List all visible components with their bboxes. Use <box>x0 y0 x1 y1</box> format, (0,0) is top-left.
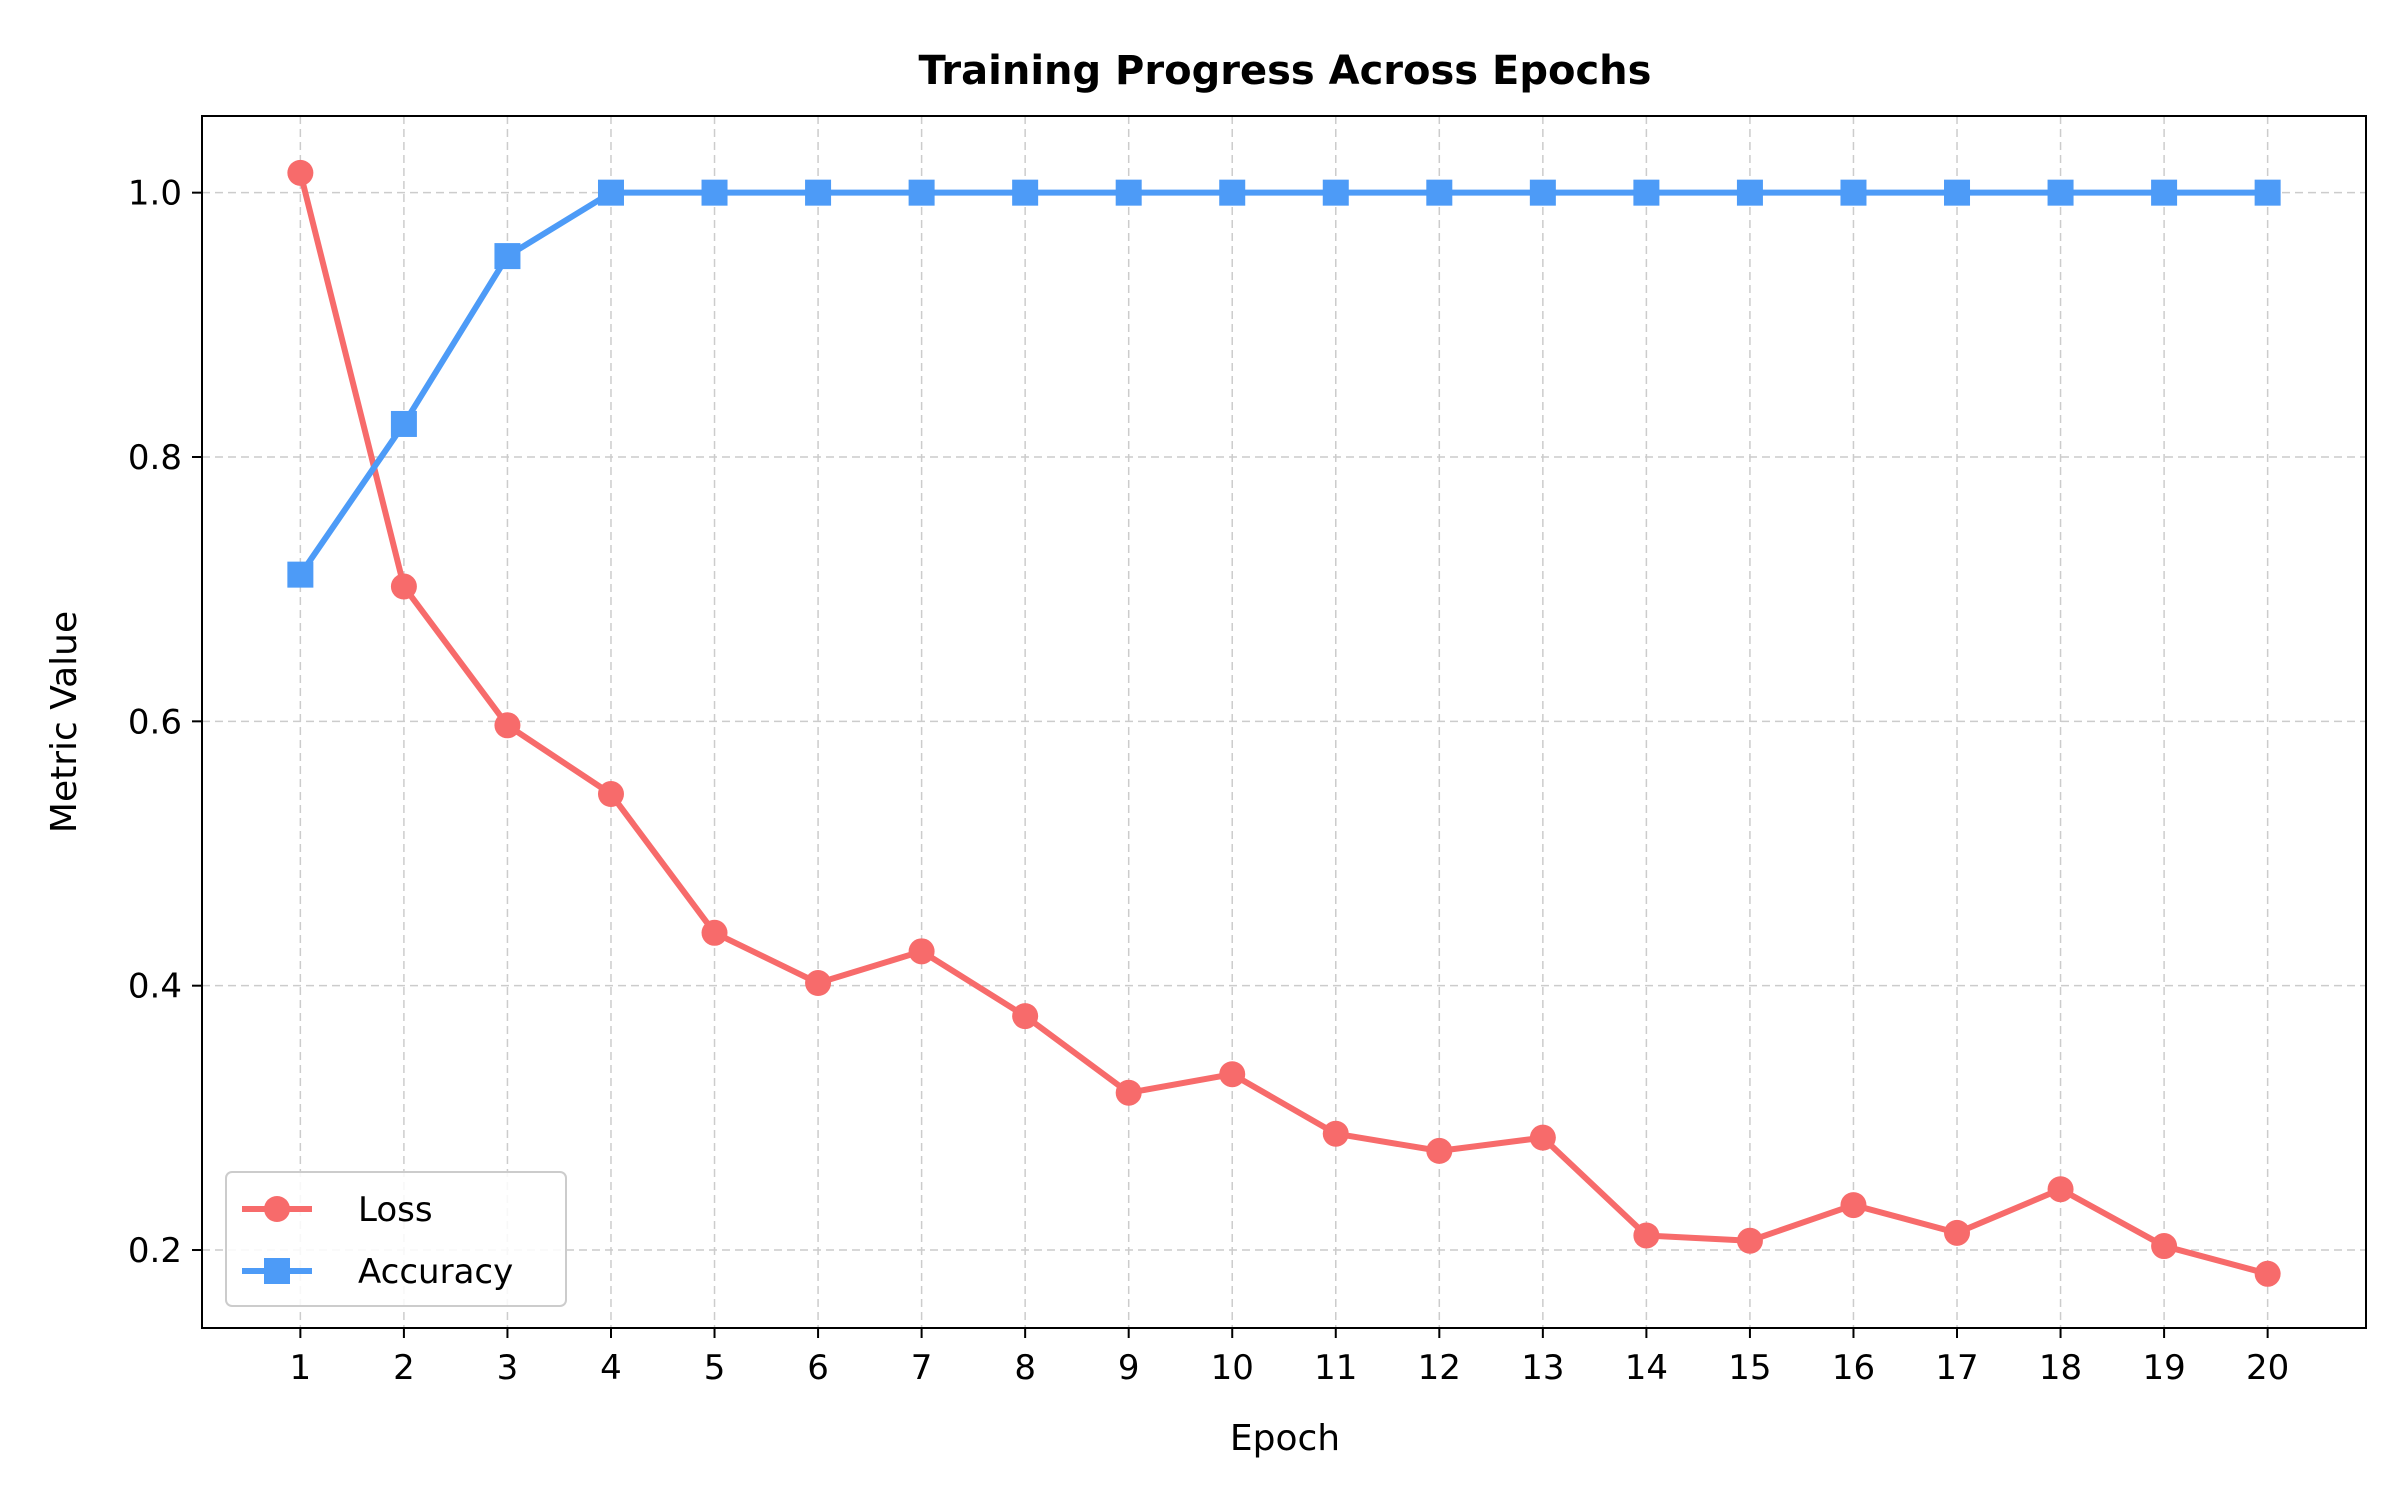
series-loss <box>287 159 2281 1287</box>
grid <box>202 116 2366 1328</box>
accuracy-line <box>297 189 2271 578</box>
y-tick-label: 0.8 <box>128 438 182 478</box>
y-tick-label: 1.0 <box>128 174 182 214</box>
accuracy-point <box>1736 179 1763 206</box>
legend-marker-loss <box>264 1196 290 1222</box>
y-tick-label: 0.2 <box>128 1231 182 1271</box>
x-tick-label: 7 <box>911 1348 933 1388</box>
loss-point <box>390 573 417 600</box>
x-tick-label: 20 <box>2246 1348 2289 1388</box>
accuracy-point <box>1840 179 1867 206</box>
series-accuracy <box>287 179 2281 588</box>
loss-point <box>701 919 728 946</box>
legend-label-accuracy: Accuracy <box>358 1252 513 1292</box>
accuracy-point <box>494 243 521 270</box>
accuracy-point <box>2047 179 2074 206</box>
x-tick-label: 10 <box>1211 1348 1254 1388</box>
x-axis-label: Epoch <box>1230 1418 1340 1459</box>
x-tick-label: 6 <box>807 1348 829 1388</box>
x-tick-label: 14 <box>1625 1348 1668 1388</box>
accuracy-point <box>1219 179 1246 206</box>
accuracy-point <box>2254 179 2281 206</box>
x-tick-label: 3 <box>497 1348 519 1388</box>
y-tick-label: 0.4 <box>128 967 182 1007</box>
legend-marker-accuracy <box>264 1258 290 1284</box>
x-tick-label: 13 <box>1521 1348 1564 1388</box>
x-tick-label: 5 <box>704 1348 726 1388</box>
accuracy-point <box>1529 179 1556 206</box>
x-tick-label: 12 <box>1418 1348 1461 1388</box>
loss-point <box>2254 1260 2281 1287</box>
accuracy-point <box>1115 179 1142 206</box>
loss-point <box>1633 1222 1660 1249</box>
accuracy-point <box>805 179 832 206</box>
x-tick-label: 19 <box>2142 1348 2185 1388</box>
accuracy-point <box>1012 179 1039 206</box>
accuracy-point <box>1426 179 1453 206</box>
chart-title: Training Progress Across Epochs <box>919 48 1652 94</box>
loss-line <box>297 169 2271 1277</box>
series-layer <box>287 159 2281 1287</box>
loss-point <box>2047 1176 2074 1203</box>
x-tick-label: 15 <box>1728 1348 1771 1388</box>
loss-point <box>1736 1227 1763 1254</box>
loss-point <box>1426 1137 1453 1164</box>
legend: Loss Accuracy <box>225 1171 567 1307</box>
loss-point <box>597 781 624 808</box>
y-axis-ticks: 0.2 0.4 0.6 0.8 1.0 <box>128 174 202 1271</box>
accuracy-point <box>701 179 728 206</box>
accuracy-point <box>1944 179 1971 206</box>
loss-point <box>1012 1003 1039 1030</box>
accuracy-point <box>2151 179 2178 206</box>
x-tick-label: 8 <box>1014 1348 1036 1388</box>
loss-point <box>805 970 832 997</box>
x-tick-label: 9 <box>1118 1348 1140 1388</box>
x-tick-label: 2 <box>393 1348 415 1388</box>
loss-point <box>1944 1219 1971 1246</box>
x-tick-label: 11 <box>1314 1348 1357 1388</box>
y-tick-label: 0.6 <box>128 702 182 742</box>
loss-point <box>287 159 314 186</box>
x-tick-label: 4 <box>600 1348 622 1388</box>
loss-point <box>1529 1124 1556 1151</box>
x-tick-label: 17 <box>1935 1348 1978 1388</box>
legend-label-loss: Loss <box>358 1190 433 1230</box>
loss-point <box>494 712 521 739</box>
accuracy-point <box>390 410 417 437</box>
x-axis-ticks: 1 2 3 4 5 6 7 8 9 10 11 12 13 14 15 16 17 18 19 20 <box>290 1328 2289 1388</box>
x-tick-label: 1 <box>290 1348 312 1388</box>
loss-point <box>1322 1120 1349 1147</box>
loss-point <box>1115 1079 1142 1106</box>
loss-point <box>1219 1061 1246 1088</box>
y-axis-label: Metric Value <box>44 611 85 833</box>
loss-point <box>908 938 935 965</box>
x-tick-label: 18 <box>2039 1348 2082 1388</box>
x-tick-label: 16 <box>1832 1348 1875 1388</box>
accuracy-point <box>1633 179 1660 206</box>
accuracy-point <box>597 179 624 206</box>
accuracy-point <box>287 561 314 588</box>
loss-point <box>2151 1233 2178 1260</box>
accuracy-point <box>908 179 935 206</box>
loss-point <box>1840 1192 1867 1219</box>
accuracy-point <box>1322 179 1349 206</box>
